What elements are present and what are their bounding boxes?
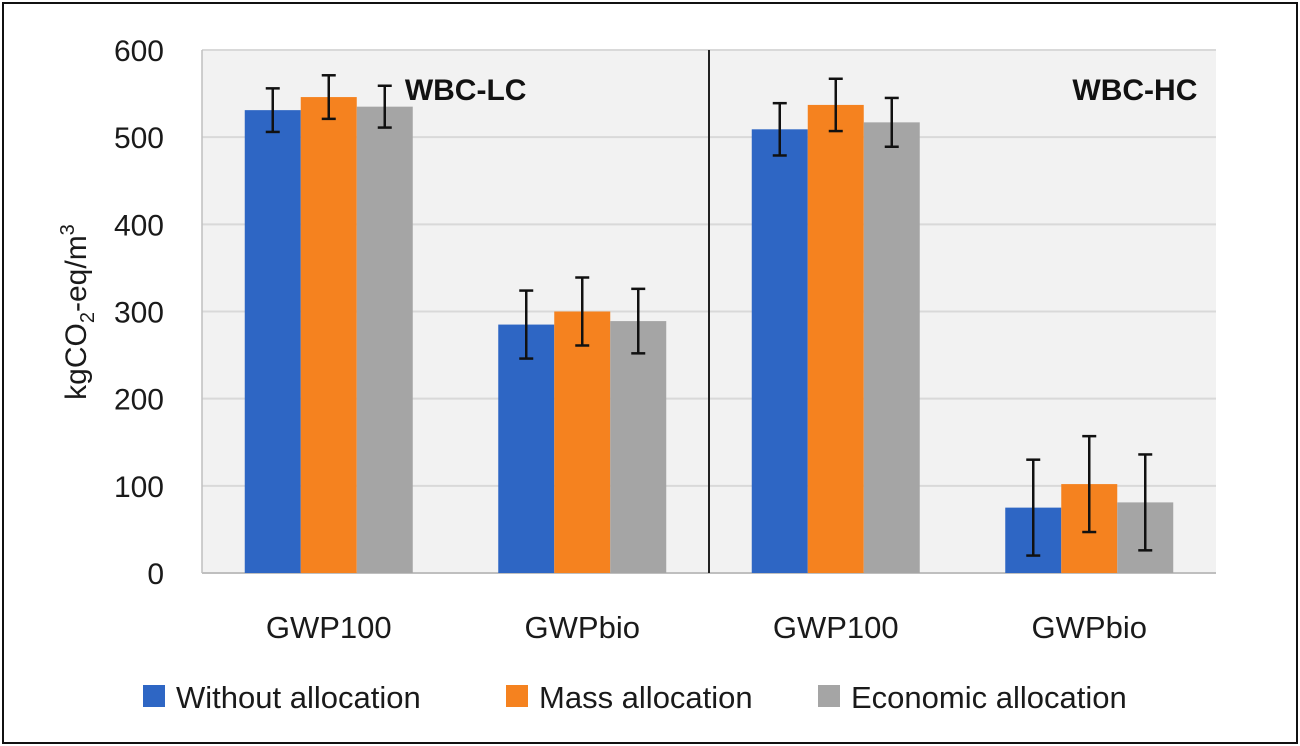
bar-without-allocation <box>751 129 808 574</box>
legend-label: Economic allocation <box>851 680 1127 715</box>
bar-economic-allocation <box>356 106 413 574</box>
bar-mass-allocation <box>300 97 357 573</box>
x-category-label: GWP100 <box>266 610 392 645</box>
bars <box>244 97 1174 574</box>
y-tick-label: 300 <box>114 297 164 330</box>
x-axis-categories: GWP100 GWPbio GWP100 GWPbio <box>266 610 1147 645</box>
y-tick-label: 600 <box>114 35 164 68</box>
legend-label: Without allocation <box>176 680 421 715</box>
legend-swatch <box>143 685 165 707</box>
legend: Without allocation Mass allocation Economi… <box>143 680 1127 715</box>
panel-labels: WBC-LC WBC-HC <box>405 74 1198 107</box>
y-tick-label: 100 <box>114 471 164 504</box>
bar-without-allocation <box>244 110 301 574</box>
bar-economic-allocation <box>863 122 920 574</box>
y-tick-label: 400 <box>114 209 164 242</box>
panel-label: WBC-HC <box>1072 74 1197 107</box>
legend-label: Mass allocation <box>539 680 753 715</box>
x-category-label: GWPbio <box>525 610 640 645</box>
x-category-label: GWP100 <box>773 610 899 645</box>
y-tick-label: 0 <box>147 558 164 591</box>
panel-label: WBC-LC <box>405 74 527 107</box>
bar-mass-allocation <box>807 104 864 573</box>
bar-economic-allocation <box>610 321 667 573</box>
y-tick-label: 500 <box>114 122 164 155</box>
x-category-label: GWPbio <box>1032 610 1147 645</box>
legend-swatch <box>506 685 528 707</box>
bar-without-allocation <box>498 324 555 573</box>
error-bars <box>265 74 1153 557</box>
y-axis-label: kgCO2-eq/m3 <box>57 224 99 400</box>
legend-swatch <box>818 685 840 707</box>
y-axis-ticks: 0 100 200 300 400 500 600 <box>114 35 164 591</box>
y-tick-label: 200 <box>114 384 164 417</box>
panel-dividers <box>201 50 710 573</box>
bar-mass-allocation <box>554 311 611 573</box>
